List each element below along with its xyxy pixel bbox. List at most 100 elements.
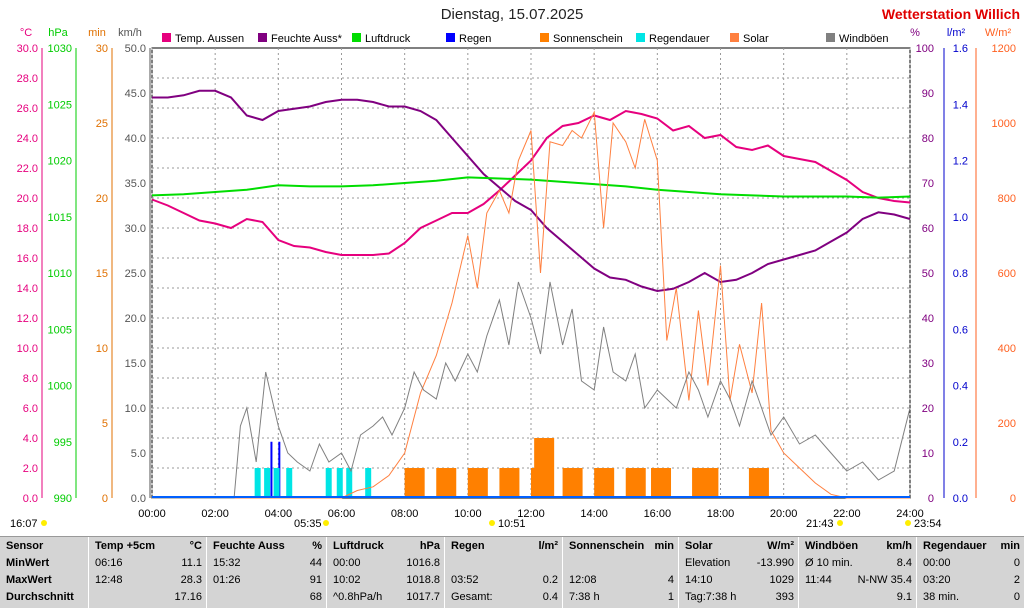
stats-column-name: Luftdruck [333,540,384,552]
bar-regendauer [273,468,280,498]
tick-label-humidity: 10 [922,448,934,460]
tick-label-humidity: 20 [922,403,934,415]
stats-row: 9.1 [799,589,916,605]
stats-column-name: Windböen [805,540,859,552]
stats-row: 12:48 28.3 [89,572,206,588]
stats-column-header: Windböen km/h [799,538,916,554]
tick-label-humidity: 80 [922,133,934,145]
stats-column: Sonnenschein min 12:08 4 7:38 h 1 [562,537,678,608]
bar-regen [270,441,273,498]
stats-column-header: Solar W/m² [679,538,798,554]
stats-cell-value: 68 [309,591,322,603]
stats-cell-time: 03:52 [451,574,479,586]
sun-icon [837,520,843,526]
stats-column-name: Solar [685,540,713,552]
tick-label-humidity: 60 [922,223,934,235]
stats-column-header: Regen l/m² [445,538,562,554]
tick-label-x: 14:00 [580,508,608,520]
event-sunrise: 05:35 [294,518,322,530]
stats-row: 68 [207,589,326,605]
stats-cell-value: 0 [1013,557,1020,569]
stats-row: 14:10 1029 [679,572,798,588]
tick-label-temp: 26.0 [17,103,38,115]
bar-sonnenschein [404,468,425,498]
legend-label: Feuchte Auss* [271,33,343,45]
stats-cell-value: 91 [309,574,322,586]
stats-column-header: Luftdruck hPa [327,538,444,554]
stats-column: Temp +5cm °C 06:16 11.1 12:48 28.3 17.16 [88,537,206,608]
stats-cell-time: 03:20 [923,574,951,586]
stats-cell-value: 1 [667,591,674,603]
tick-label-pressure: 1010 [48,268,72,280]
bar-regendauer [325,468,332,498]
bar-sonnenschein [499,468,520,498]
stats-cell-value: 28.3 [180,574,202,586]
stats-cell-time: Ø 10 min. [805,557,853,569]
tick-label-wind: 25.0 [125,268,146,280]
series-line [152,110,910,499]
bar-regendauer [286,468,293,498]
stats-row: 00:00 1016.8 [327,555,444,571]
tick-label-pressure: 1020 [48,156,72,168]
stats-cell-value: 393 [775,591,794,603]
stats-label-avg: Durchschnitt [6,591,74,603]
tick-label-pressure: 995 [54,437,72,449]
tick-label-rain: 0.2 [953,437,968,449]
stats-cell-value: 1018.8 [406,574,440,586]
tick-label-temp: 2.0 [23,463,38,475]
stats-row: Ø 10 min. 8.4 [799,555,916,571]
event-sunset: 21:43 [806,518,834,530]
stats-row: 7:38 h 1 [563,589,678,605]
bar-regendauer [264,468,271,498]
tick-label-x: 02:00 [201,508,229,520]
tick-label-humidity: 50 [922,268,934,280]
stats-cell-value: 0.4 [542,591,558,603]
tick-label-wind: 0.0 [131,493,146,505]
tick-label-humidity: 40 [922,313,934,325]
tick-label-temp: 14.0 [17,283,38,295]
legend-label: Regendauer [649,33,710,45]
bar-sonnenschein [534,438,555,498]
stats-column: Luftdruck hPa 00:00 1016.8 10:02 1018.8 ^0.8hP… [326,537,444,608]
tick-label-solar: 200 [998,418,1016,430]
tick-label-temp: 8.0 [23,373,38,385]
tick-label-rain: 1.6 [953,43,968,55]
tick-label-humidity: 30 [922,358,934,370]
stats-column-name: Temp +5cm [95,540,156,552]
unit-label-wind: km/h [118,27,142,39]
stats-cell-time: Tag:7:38 h [685,591,737,603]
tick-label-solar: 1200 [992,43,1016,55]
tick-label-rain: 1.4 [953,99,968,111]
stats-cell-time: 11:44 [805,574,832,586]
tick-label-wind: 10.0 [125,403,146,415]
tick-label-x: 10:00 [454,508,482,520]
tick-label-x: 12:00 [517,508,545,520]
tick-label-x: 22:00 [833,508,861,520]
stats-column-name: Regen [451,540,485,552]
legend-swatch [636,33,645,42]
tick-label-temp: 28.0 [17,73,38,85]
tick-label-wind: 40.0 [125,133,146,145]
sun-icon [905,520,911,526]
stats-column-unit: min [1000,540,1020,552]
stats-cell-value: N-NW 35.4 [857,574,912,586]
tick-label-x: 06:00 [328,508,356,520]
tick-label-x: 18:00 [707,508,735,520]
stats-cell-time: 14:10 [685,574,713,586]
legend-swatch [352,33,361,42]
stats-cell-value: 17.16 [174,591,202,603]
tick-label-temp: 4.0 [23,433,38,445]
stats-column: Feuchte Auss% 15:32 44 01:26 91 68 [206,537,326,608]
station-brand[interactable]: Wetterstation Willich [881,6,1020,22]
bar-regendauer [336,468,343,498]
stats-column-header: Temp +5cm °C [89,538,206,554]
tick-label-x: 20:00 [770,508,798,520]
stats-row: 00:00 0 [917,555,1024,571]
stats-cell-value: 44 [309,557,322,569]
stats-cell-time: Gesamt: [451,591,493,603]
stats-row: 11:44 N-NW 35.4 [799,572,916,588]
legend-label: Regen [459,33,491,45]
bar-sonnenschein [625,468,646,498]
stats-row: 38 min. 0 [917,589,1024,605]
tick-label-temp: 6.0 [23,403,38,415]
